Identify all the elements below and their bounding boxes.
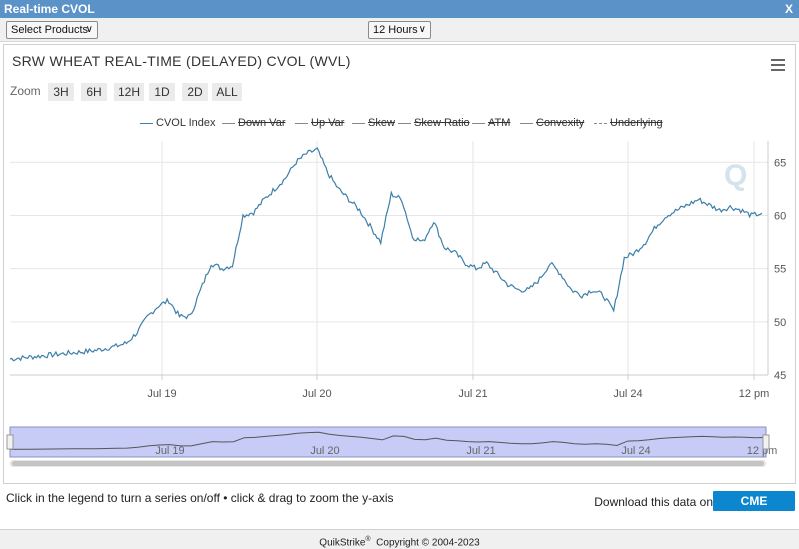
select-products-value: Select Products	[11, 24, 89, 36]
x-tick-label: Jul 21	[458, 388, 487, 400]
y-tick-label: 45	[774, 370, 786, 382]
x-tick-label: Jul 24	[613, 388, 642, 400]
zoom-3h-button[interactable]: 3H	[48, 83, 74, 101]
legend-item-down-var[interactable]: Down Var	[222, 117, 285, 129]
zoom-label: Zoom	[10, 84, 41, 98]
close-button[interactable]: X	[784, 2, 793, 16]
navigator-x-tick-label: Jul 24	[621, 445, 650, 457]
y-tick-label: 65	[774, 157, 786, 169]
zoom-6h-button[interactable]: 6H	[81, 83, 107, 101]
footer-row: Click in the legend to turn a series on/…	[0, 486, 799, 528]
legend-item-atm[interactable]: ATM	[472, 117, 510, 129]
window-title-bar: Real-time CVOL X	[0, 0, 799, 18]
hamburger-menu-icon[interactable]	[771, 59, 785, 71]
navigator-x-tick-label: Jul 21	[466, 445, 495, 457]
time-range-value: 12 Hours	[373, 24, 418, 36]
legend-item-skew-ratio[interactable]: Skew Ratio	[398, 117, 470, 129]
zoom-all-button[interactable]: ALL	[212, 83, 242, 101]
chart-legend: CVOL Index Down Var Up Var Skew Skew Rat…	[4, 117, 797, 131]
zoom-1d-button[interactable]: 1D	[149, 83, 175, 101]
navigator-x-tick-label: Jul 19	[155, 445, 184, 457]
y-tick-label: 50	[774, 317, 786, 329]
x-tick-label: 12 pm	[739, 388, 770, 400]
quikstrike-watermark-icon: Q	[724, 159, 747, 192]
y-tick-label: 60	[774, 210, 786, 222]
navigator-x-tick-label: 12 pm	[747, 445, 778, 457]
x-tick-label: Jul 19	[147, 388, 176, 400]
zoom-12h-button[interactable]: 12H	[114, 83, 144, 101]
registered-mark: ®	[365, 536, 371, 543]
time-range-dropdown[interactable]: 12 Hours ∨	[368, 21, 431, 39]
legend-item-underlying[interactable]: Underlying	[594, 117, 663, 129]
x-tick-label: Jul 20	[302, 388, 331, 400]
copyright-bar: QuikStrike® Copyright © 2004-2023	[0, 529, 799, 549]
legend-hint-text: Click in the legend to turn a series on/…	[6, 491, 394, 505]
chevron-down-icon: ∨	[418, 24, 426, 35]
toolbar: Select Products ∨ 12 Hours ∨	[0, 18, 799, 42]
legend-item-cvol-index[interactable]: CVOL Index	[140, 117, 216, 129]
navigator-selected-range[interactable]	[9, 426, 767, 458]
brand-name: QuikStrike	[319, 537, 366, 549]
copyright-text: Copyright © 2004-2023	[376, 537, 480, 549]
y-tick-label: 55	[774, 264, 786, 276]
navigator-series-line	[9, 431, 767, 450]
window-title: Real-time CVOL	[4, 2, 95, 16]
chart-title: SRW WHEAT REAL-TIME (DELAYED) CVOL (WVL)	[12, 53, 351, 69]
navigator-scrollbar-thumb[interactable]	[12, 461, 764, 466]
navigator-right-handle[interactable]	[762, 434, 770, 450]
cme-datamine-button[interactable]: CME DataMine	[713, 491, 795, 528]
legend-item-up-var[interactable]: Up Var	[295, 117, 344, 129]
navigator-x-tick-label: Jul 20	[310, 445, 339, 457]
download-label: Download this data on	[594, 495, 713, 509]
chevron-down-icon: ∨	[85, 24, 93, 35]
zoom-2d-button[interactable]: 2D	[182, 83, 208, 101]
legend-item-convexity[interactable]: Convexity	[520, 117, 584, 129]
cvol-index-series-line[interactable]	[9, 147, 763, 362]
navigator-chart[interactable]: Jul 19 Jul 20 Jul 21 Jul 24 12 pm	[4, 423, 795, 469]
navigator-left-handle[interactable]	[6, 434, 14, 450]
cvol-line-chart[interactable]: 45 50 55 60 65 Jul 19 Jul 20 Jul 21 Jul 24 12 pm Q	[4, 135, 795, 403]
legend-item-skew[interactable]: Skew	[352, 117, 395, 129]
chart-container: SRW WHEAT REAL-TIME (DELAYED) CVOL (WVL)…	[3, 44, 796, 484]
select-products-dropdown[interactable]: Select Products ∨	[6, 21, 98, 39]
